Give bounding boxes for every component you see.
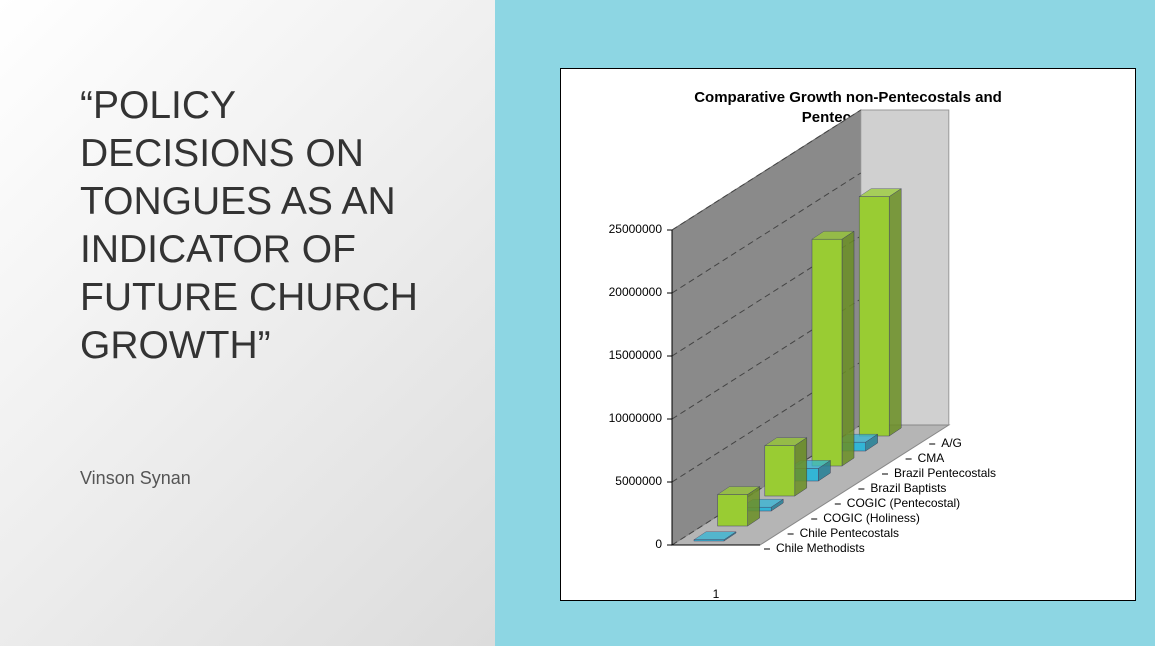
bar-top	[693, 531, 737, 540]
chart: Comparative Growth non-Pentecostals and P…	[560, 68, 1136, 601]
bar	[716, 486, 761, 527]
bar-side	[888, 188, 902, 437]
left-panel: “POLICY DECISIONS ON TONGUES AS AN INDIC…	[0, 0, 495, 646]
bar	[811, 230, 855, 467]
legend-label: COGIC (Pentecostal)	[847, 496, 960, 510]
bar-top	[763, 437, 808, 446]
y-tick-label: 5000000	[615, 474, 662, 488]
bar-top	[858, 188, 903, 197]
bar	[858, 188, 903, 437]
y-tick-label: 15000000	[609, 348, 663, 362]
grid-line	[671, 235, 862, 357]
y-tick-label: 0	[655, 537, 662, 551]
legend-label: Brazil Baptists	[870, 481, 946, 495]
y-tick-label: 20000000	[609, 285, 663, 299]
bar-top	[716, 486, 761, 495]
bar	[693, 531, 737, 542]
grid-line	[671, 172, 862, 294]
slide-subtitle: Vinson Synan	[80, 468, 191, 488]
bar-top	[811, 230, 855, 240]
bar-side	[794, 437, 808, 497]
slide-title: “POLICY DECISIONS ON TONGUES AS AN INDIC…	[80, 84, 418, 367]
legend-label: Chile Methodists	[776, 541, 865, 555]
legend-label: CMA	[918, 451, 945, 465]
grid-line	[671, 298, 862, 420]
legend-label: A/G	[941, 436, 962, 450]
x-tick-label: 1	[713, 587, 720, 601]
y-tick-label: 10000000	[609, 411, 663, 425]
legend-label: Chile Pentecostals	[800, 526, 899, 540]
y-tick-label: 25000000	[609, 222, 663, 236]
legend-label: Brazil Pentecostals	[894, 466, 996, 480]
bar-front	[858, 196, 890, 437]
bar-front	[764, 445, 796, 497]
bar	[763, 437, 808, 497]
bar-front	[811, 238, 843, 467]
legend-label: COGIC (Holiness)	[823, 511, 920, 525]
bar-front	[717, 494, 748, 527]
bar-side	[841, 230, 855, 467]
grid-line	[671, 361, 862, 483]
grid-line	[671, 109, 862, 231]
